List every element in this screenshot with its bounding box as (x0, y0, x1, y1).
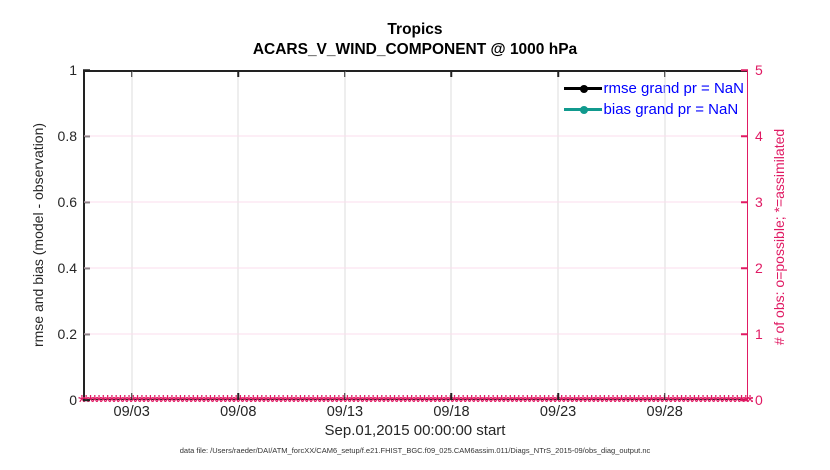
y-gridline (84, 267, 747, 269)
x-tick-label: 09/13 (326, 404, 364, 420)
left-y-tick-label: 0.8 (57, 128, 77, 144)
x-tick-mark-top (450, 70, 453, 77)
x-gridline (131, 71, 133, 399)
bias-line-marker-icon (563, 99, 604, 120)
x-gridline (237, 71, 239, 399)
right-y-tick-label: 0 (755, 392, 763, 408)
x-gridline (664, 71, 666, 399)
axis-bottom-border (83, 398, 748, 400)
chart-title: Tropics ACARS_V_WIND_COMPONENT @ 1000 hP… (0, 20, 830, 60)
title-region: Tropics (387, 21, 443, 38)
right-y-tick-mark (741, 267, 748, 269)
right-y-tick-label: 2 (755, 260, 763, 276)
data-file-caption: data file: /Users/raeder/DAI/ATM_forcXX/… (179, 446, 651, 455)
x-tick-mark-bottom (344, 393, 346, 400)
x-tick-label: 09/03 (113, 404, 150, 420)
x-tick-label: 09/28 (646, 404, 683, 420)
right-y-tick-mark (741, 135, 748, 137)
x-tick-mark-top (557, 70, 559, 77)
x-tick-mark-top (237, 70, 240, 77)
right-y-tick-mark (741, 201, 748, 203)
axis-left-border (83, 70, 85, 400)
right-y-tick-label: 4 (755, 128, 763, 144)
left-y-tick-label: 0 (69, 392, 77, 408)
y-gridline (84, 201, 747, 203)
x-tick-label: 09/08 (220, 404, 257, 420)
legend-row-rmse: rmse grand pr = NaN (563, 78, 744, 99)
left-y-tick-mark (83, 69, 90, 71)
right-y-tick-mark (741, 333, 748, 335)
legend-label-rmse: rmse grand pr = NaN (603, 80, 744, 97)
right-y-tick-label: 3 (755, 194, 763, 210)
plot-area: rmse grand pr = NaN bias grand pr = NaN … (78, 69, 753, 407)
x-gridline (344, 71, 346, 399)
axis-right-border (746, 70, 748, 400)
x-axis-tick-labels: 09/03 09/08 09/13 09/18 09/23 09/28 (83, 404, 748, 422)
axis-top-border (83, 70, 748, 72)
rmse-line-marker-icon (563, 78, 604, 99)
title-variable: ACARS_V_WIND_COMPONENT @ 1000 hPa (252, 41, 578, 58)
left-y-tick-mark (83, 399, 90, 401)
y-gridline (84, 333, 747, 335)
legend-label-bias: bias grand pr = NaN (603, 101, 739, 118)
x-tick-label: 09/23 (539, 404, 577, 420)
x-tick-mark-bottom (237, 393, 240, 400)
legend: rmse grand pr = NaN bias grand pr = NaN (563, 78, 744, 120)
x-gridline (557, 71, 559, 399)
legend-row-bias: bias grand pr = NaN (563, 99, 744, 120)
x-axis-label: Sep.01,2015 00:00:00 start (324, 422, 506, 439)
right-y-tick-label: 5 (755, 62, 763, 78)
left-y-tick-label: 1 (69, 62, 77, 78)
left-axis-tick-labels: 1 0.8 0.6 0.4 0.2 0 (40, 62, 77, 408)
right-axis-tick-labels: 5 4 3 2 1 0 (755, 62, 785, 408)
right-y-tick-mark (741, 69, 748, 71)
right-y-tick-label: 1 (755, 326, 763, 342)
x-tick-mark-top (344, 70, 346, 77)
right-y-tick-mark (741, 399, 748, 401)
left-y-tick-label: 0.4 (57, 260, 77, 276)
y-gridline (84, 135, 747, 137)
left-y-tick-label: 0.2 (57, 326, 77, 342)
x-tick-mark-top (130, 70, 133, 77)
x-tick-mark-bottom (450, 393, 453, 400)
x-tick-mark-bottom (663, 393, 666, 400)
x-tick-mark-top (663, 70, 666, 77)
x-gridline (450, 71, 452, 399)
x-tick-mark-bottom (557, 393, 559, 400)
x-tick-mark-bottom (130, 393, 133, 400)
left-y-tick-label: 0.6 (57, 194, 77, 210)
x-tick-label: 09/18 (433, 404, 470, 420)
